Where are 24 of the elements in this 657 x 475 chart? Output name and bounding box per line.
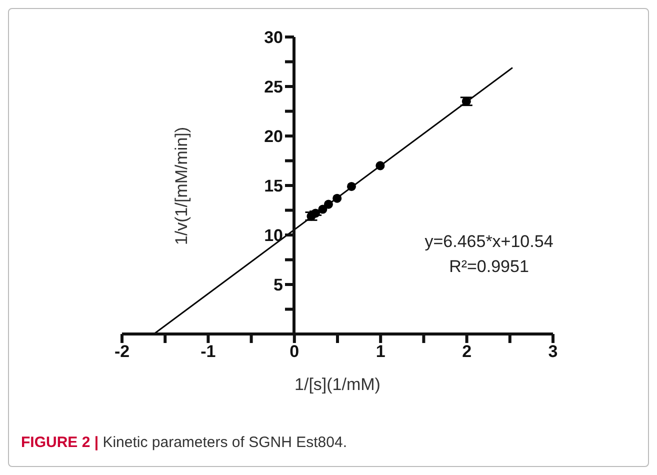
- x-tick-label: 1: [376, 342, 386, 362]
- annotation: y=6.465*x+10.54: [424, 231, 554, 253]
- x-tick-label: -2: [114, 342, 130, 362]
- y-tick-label: 30: [264, 28, 284, 48]
- y-tick-label: 20: [264, 127, 284, 146]
- x-axis-title: 1/[s](1/mM): [294, 375, 380, 394]
- point: [324, 200, 334, 209]
- y-tick-label: 25: [264, 78, 284, 97]
- x-tick-label: 0: [290, 342, 300, 362]
- annotation: R²=0.9951: [448, 256, 530, 278]
- point: [332, 194, 342, 203]
- point: [462, 96, 472, 106]
- y-tick-label: 10: [264, 226, 284, 246]
- y-tick-label: 5: [274, 276, 284, 295]
- x-tick-label: 2: [462, 342, 472, 362]
- y-axis-title: 1/v(1/[mM/min]): [172, 126, 192, 245]
- caption: FIGURE 2 | Kinetic parameters of SGNH Est804.: [21, 434, 347, 451]
- y-tick-label: 15: [264, 176, 284, 196]
- point: [318, 204, 328, 214]
- point: [376, 161, 386, 170]
- point: [347, 182, 356, 191]
- point: [311, 208, 320, 218]
- x-tick-label: 3: [548, 342, 558, 362]
- x-tick-label: -1: [200, 342, 216, 362]
